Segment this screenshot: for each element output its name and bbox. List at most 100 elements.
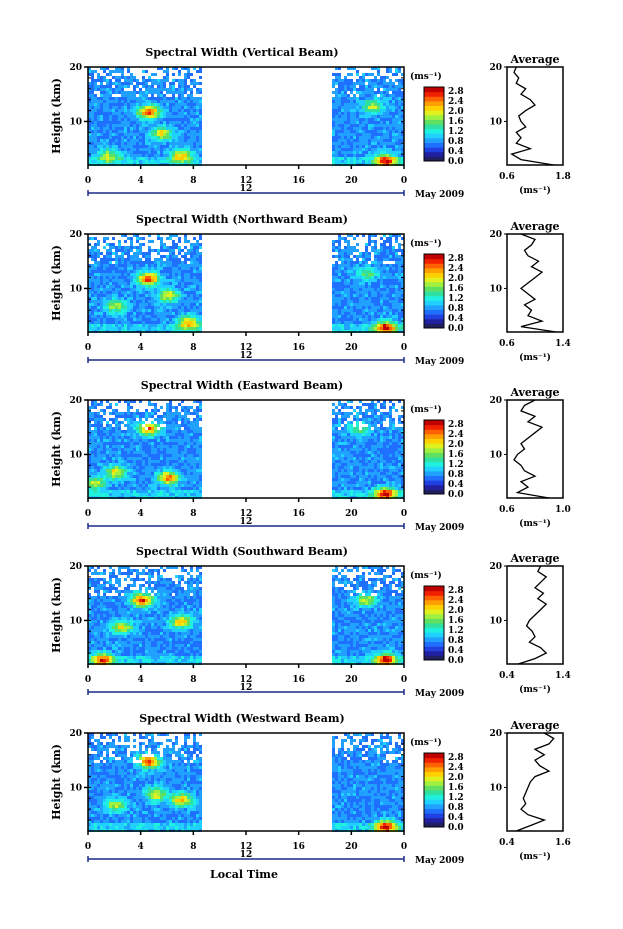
heatmap-cell [166, 103, 169, 106]
heatmap-cell [163, 148, 166, 151]
heatmap-cell [154, 430, 157, 433]
heatmap-cell [157, 237, 160, 240]
heatmap-cell [166, 237, 169, 240]
colorbar-tick-label: 0.8 [448, 137, 464, 147]
heatmap-cell [193, 451, 196, 454]
heatmap-cell [160, 448, 163, 451]
heatmap-cell [344, 249, 347, 252]
heatmap-cell [362, 100, 365, 103]
heatmap-cell [133, 493, 136, 496]
heatmap-cell [356, 324, 359, 327]
heatmap-cell [371, 282, 374, 285]
heatmap-cell [383, 279, 386, 282]
heatmap-cell [151, 136, 154, 139]
heatmap-cell [133, 315, 136, 318]
heatmap-cell [368, 157, 371, 160]
heatmap-cell [166, 270, 169, 273]
heatmap-cell [389, 306, 392, 309]
heatmap-cell [335, 421, 338, 424]
heatmap-cell [196, 154, 199, 157]
heatmap-cell [356, 106, 359, 109]
heatmap-cell [112, 282, 115, 285]
heatmap-cell [157, 133, 160, 136]
heatmap-cell [100, 118, 103, 121]
heatmap-cell [151, 318, 154, 321]
heatmap-cell [172, 97, 175, 100]
heatmap-cell [332, 100, 335, 103]
heatmap-cell [91, 318, 94, 321]
heatmap-cell [341, 133, 344, 136]
heatmap-cell [356, 264, 359, 267]
heatmap-cell [199, 82, 202, 85]
heatmap-cell [371, 136, 374, 139]
heatmap-cell [142, 151, 145, 154]
heatmap-cell [121, 306, 124, 309]
heatmap-cell [353, 273, 356, 276]
heatmap-cell [398, 264, 401, 267]
heatmap-cell [398, 130, 401, 133]
heatmap-cell [398, 267, 401, 270]
heatmap-cell [190, 82, 193, 85]
heatmap-cell [163, 85, 166, 88]
heatmap-cell [172, 73, 175, 76]
heatmap-cell [196, 243, 199, 246]
heatmap-cell [374, 130, 377, 133]
heatmap-cell [175, 243, 178, 246]
heatmap-cell [130, 91, 133, 94]
heatmap-cell [356, 315, 359, 318]
heatmap-cell [169, 436, 172, 439]
heatmap-cell [196, 493, 199, 496]
heatmap-cell [377, 79, 380, 82]
heatmap-cell [160, 433, 163, 436]
heatmap-cell [344, 142, 347, 145]
heatmap-cell [181, 124, 184, 127]
heatmap-cell [166, 109, 169, 112]
heatmap-cell [383, 151, 386, 154]
heatmap-cell [356, 91, 359, 94]
heatmap-cell [160, 88, 163, 91]
heatmap-cell [100, 424, 103, 427]
heatmap-cell [193, 460, 196, 463]
heatmap-cell [172, 454, 175, 457]
heatmap-cell [91, 303, 94, 306]
heatmap-cell [350, 270, 353, 273]
heatmap-cell [172, 112, 175, 115]
heatmap-cell [181, 309, 184, 312]
heatmap-cell [121, 291, 124, 294]
heatmap-cell [383, 76, 386, 79]
heatmap-cell [109, 315, 112, 318]
heatmap-cell [386, 285, 389, 288]
heatmap-cell [383, 240, 386, 243]
heatmap-cell [133, 472, 136, 475]
heatmap-cell [347, 312, 350, 315]
heatmap-cell [118, 400, 121, 403]
heatmap-cell [196, 436, 199, 439]
heatmap-cell [383, 115, 386, 118]
heatmap-cell [398, 234, 401, 237]
heatmap-cell [374, 288, 377, 291]
heatmap-cell [94, 484, 97, 487]
heatmap-cell [94, 300, 97, 303]
heatmap-cell [109, 279, 112, 282]
heatmap-cell [97, 484, 100, 487]
heatmap-cell [124, 106, 127, 109]
heatmap-cell [97, 121, 100, 124]
heatmap-cell [130, 487, 133, 490]
heatmap-cell [380, 136, 383, 139]
heatmap-cell [199, 139, 202, 142]
heatmap-cell [193, 436, 196, 439]
heatmap-cell [130, 237, 133, 240]
heatmap-cell [169, 127, 172, 130]
heatmap-cell [401, 249, 404, 252]
heatmap-cell [178, 324, 181, 327]
heatmap-cell [163, 151, 166, 154]
heatmap-cell [142, 469, 145, 472]
heatmap-cell [184, 445, 187, 448]
heatmap-cell [109, 154, 112, 157]
heatmap-cell [344, 97, 347, 100]
heatmap-cell [172, 249, 175, 252]
heatmap-cell [145, 451, 148, 454]
heatmap-cell [112, 273, 115, 276]
heatmap-cell [145, 115, 148, 118]
heatmap-cell [139, 133, 142, 136]
